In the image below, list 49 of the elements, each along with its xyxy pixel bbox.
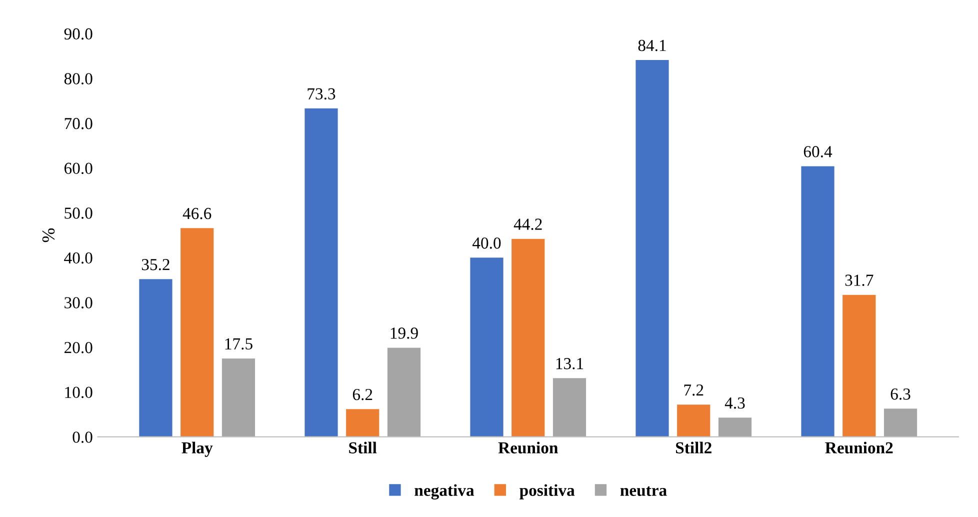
bar (346, 409, 380, 437)
y-tick-label: 70.0 (64, 118, 92, 130)
bar (552, 378, 586, 437)
data-label: 84.1 (638, 40, 666, 52)
x-tick-label: Reunion2 (825, 442, 893, 454)
bar (222, 358, 256, 437)
y-tick-label: 10.0 (65, 386, 92, 398)
bar (801, 166, 834, 437)
y-tick-label: 20.0 (64, 342, 92, 354)
y-tick-label: 40.0 (64, 252, 92, 264)
bar (884, 408, 918, 437)
data-label: 7.2 (684, 384, 704, 396)
bar (677, 404, 710, 437)
data-label: 60.4 (804, 146, 832, 158)
y-tick-label: 60.0 (64, 162, 92, 174)
bar (512, 238, 545, 437)
data-label: 6.2 (352, 388, 372, 400)
legend-label: neutra (620, 486, 667, 496)
y-tick-label: 80.0 (64, 73, 92, 84)
data-label: 13.1 (556, 358, 584, 370)
bar (636, 60, 669, 437)
legend-label: negativa (414, 484, 474, 500)
bar (718, 418, 752, 437)
bar (180, 228, 214, 437)
y-tick-label: 90.0 (64, 28, 92, 40)
x-tick-label: Play (182, 442, 213, 457)
data-label: 17.5 (225, 338, 252, 350)
y-tick-label: 50.0 (64, 208, 92, 219)
data-label: 31.7 (845, 274, 874, 286)
x-tick-label: Still2 (676, 442, 712, 454)
bar (139, 279, 172, 437)
data-label: 4.3 (724, 397, 745, 409)
bar (387, 348, 421, 437)
data-label: 19.9 (390, 328, 418, 339)
data-label: 40.0 (472, 237, 501, 249)
y-tick-label: 0.0 (72, 432, 92, 443)
bar (304, 108, 338, 437)
y-tick-label: 30.0 (64, 297, 92, 308)
bar (470, 258, 504, 437)
data-label: 73.3 (308, 88, 336, 100)
x-tick-label: Still (349, 442, 377, 454)
y-axis-title: % (42, 228, 55, 242)
data-label: 46.6 (182, 208, 212, 220)
data-label: 44.2 (514, 218, 542, 230)
x-tick-label: Reunion (498, 442, 558, 454)
legend-label: positiva (520, 484, 575, 500)
data-label: 35.2 (142, 259, 170, 270)
bar (842, 294, 876, 437)
data-label: 6.3 (890, 388, 910, 400)
